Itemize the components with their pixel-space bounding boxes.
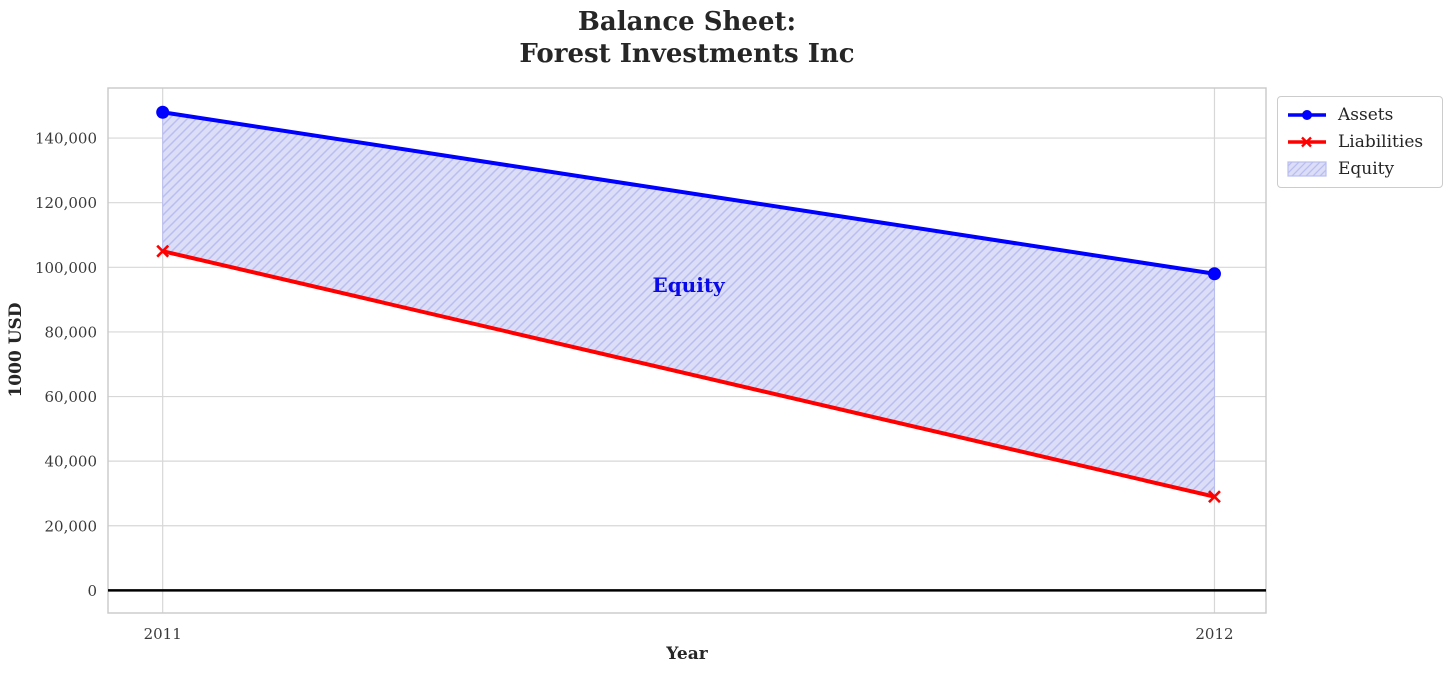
liabilities-line bbox=[162, 249, 1215, 499]
legend-item-assets: Assets bbox=[1286, 105, 1432, 125]
legend-label-assets: Assets bbox=[1338, 105, 1394, 125]
legend-label-equity: Equity bbox=[1338, 159, 1395, 179]
chart-title-line1: Balance Sheet: bbox=[577, 7, 797, 37]
assets-marker bbox=[1207, 267, 1221, 281]
y-tick-label: 40,000 bbox=[45, 453, 98, 471]
assets-marker bbox=[156, 105, 170, 119]
chart-title-line2: Forest Investments Inc bbox=[519, 39, 855, 69]
liabilities-marker bbox=[156, 244, 170, 258]
chart-title: Balance Sheet: Forest Investments Inc bbox=[60, 6, 1314, 70]
legend-label-liabilities: Liabilities bbox=[1338, 132, 1424, 152]
x-tick-label: 2012 bbox=[1195, 625, 1233, 643]
liabilities-line-icon bbox=[1288, 136, 1326, 148]
y-tick-label: 100,000 bbox=[35, 259, 97, 277]
y-axis-label: 1000 USD bbox=[6, 302, 26, 398]
equity-swatch-icon bbox=[1287, 161, 1327, 177]
equity-fill-area bbox=[162, 111, 1215, 498]
x-tick-label: 2011 bbox=[144, 625, 182, 643]
legend-item-liabilities: Liabilities bbox=[1286, 132, 1432, 152]
assets-line bbox=[162, 110, 1215, 276]
y-tick-label: 120,000 bbox=[35, 194, 97, 212]
legend: Assets Liabilities Equity bbox=[1277, 96, 1443, 188]
y-tick-label: 0 bbox=[87, 582, 97, 600]
legend-item-equity: Equity bbox=[1286, 159, 1432, 179]
y-tick-label: 140,000 bbox=[35, 130, 97, 148]
y-tick-label: 80,000 bbox=[45, 323, 98, 341]
y-tick-label: 20,000 bbox=[45, 517, 98, 535]
x-axis-label: Year bbox=[666, 644, 708, 664]
liabilities-marker bbox=[1208, 490, 1221, 504]
y-tick-label: 60,000 bbox=[45, 388, 98, 406]
plot-border bbox=[107, 87, 1267, 614]
assets-line-icon bbox=[1288, 110, 1326, 120]
equity-annotation: Equity bbox=[652, 273, 726, 297]
